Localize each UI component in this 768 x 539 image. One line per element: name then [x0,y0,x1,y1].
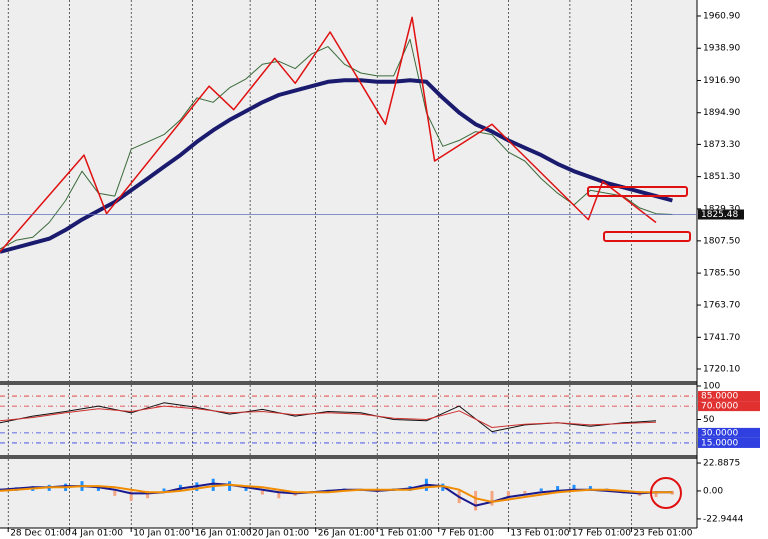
y-tick-label: 1960.90 [703,11,740,21]
level-label: 15.0000 [701,438,738,448]
histogram-bar [228,481,232,491]
histogram-bar [572,484,576,491]
level-label-box [698,437,760,448]
level-label: 30.0000 [701,428,738,438]
level-label: 70.0000 [701,402,738,412]
histogram-bar [96,487,100,491]
y-tick-label: 1807.50 [703,236,740,246]
y-tick-label: 1720.10 [703,364,740,374]
y-tick-label: 1916.90 [703,76,740,86]
y-tick-label: 0.00 [703,486,723,496]
histogram-bar [523,490,527,494]
y-tick-label: 100 [703,382,720,392]
series-line [0,78,673,254]
series-line [0,483,673,503]
histogram-bar [277,490,281,499]
histogram-bar [211,478,215,491]
histogram-bar [506,490,510,499]
histogram-bar [539,488,543,491]
y-tick-label: 50 [703,415,715,425]
x-tick-label: 16 Jan 01:00 [195,529,252,539]
x-tick-label: 13 Feb 01:00 [510,529,569,539]
level-label-box [698,391,760,402]
histogram-bar [260,490,264,495]
level-label-box [698,401,760,412]
histogram-bar [146,490,150,499]
histogram-bar [588,486,592,491]
y-tick-label: 1851.30 [703,172,740,182]
series-line [0,16,657,253]
series-line [0,405,657,428]
x-tick-label: 28 Dec 01:00 [10,529,71,539]
y-tick-label: 22.8875 [703,459,740,469]
x-tick-label: 10 Jan 01:00 [133,529,190,539]
histogram-bar [556,486,560,491]
y-tick-label: 1741.70 [703,333,740,343]
y-tick-label: 1785.50 [703,269,740,279]
separator [0,455,697,459]
level-label: 85.0000 [701,392,738,402]
separator [0,381,697,385]
y-tick-label: 1763.70 [703,301,740,311]
x-tick-label: 17 Feb 01:00 [572,529,631,539]
histogram-bar [129,490,133,501]
histogram-bar [474,490,478,511]
y-tick-label: -22.9444 [703,514,744,524]
current-price-box [698,209,744,220]
histogram-bar [490,490,494,506]
x-tick-label: 7 Feb 01:00 [441,529,495,539]
y-tick-label: 1873.30 [703,140,740,150]
x-tick-label: 23 Feb 01:00 [633,529,692,539]
histogram-bar [244,487,248,491]
current-price-label: 1825.48 [701,210,738,220]
y-tick-label: 1938.90 [703,44,740,54]
x-tick-label: 1 Feb 01:00 [379,529,433,539]
histogram-bar [162,488,166,491]
level-label-box [698,427,760,438]
y-tick-label: 1894.90 [703,108,740,118]
macd-panel [0,459,697,528]
series-line [0,38,673,250]
y-tick-label: 1829.30 [703,204,740,214]
x-tick-label: 4 Jan 01:00 [72,529,124,539]
x-tick-label: 26 Jan 01:00 [318,529,375,539]
histogram-bar [113,490,117,496]
x-tick-label: 20 Jan 01:00 [252,529,309,539]
series-line [0,482,673,507]
oscillator-panel [0,385,697,455]
